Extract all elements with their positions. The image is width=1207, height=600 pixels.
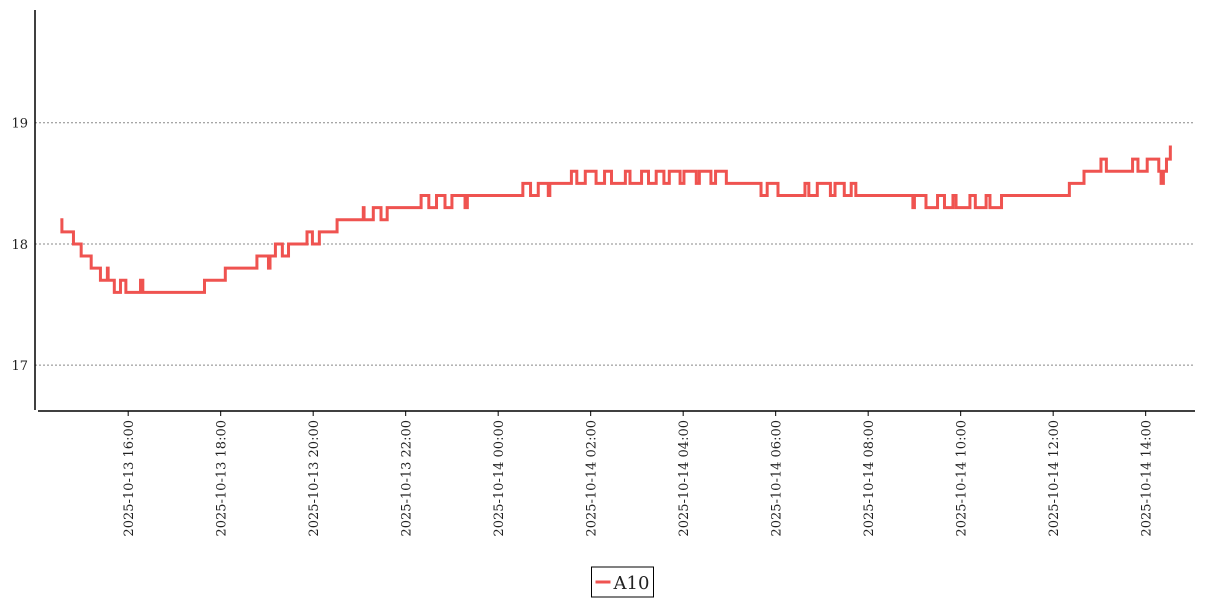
x-tick-label: 2025-10-14 08:00 — [862, 420, 877, 537]
x-tick-label: 2025-10-14 12:00 — [1047, 420, 1062, 537]
x-tick-label: 2025-10-14 04:00 — [677, 420, 692, 537]
x-tick-label: 2025-10-14 10:00 — [955, 420, 970, 537]
x-tick-label: 2025-10-14 14:00 — [1140, 420, 1155, 537]
x-tick-label: 2025-10-14 00:00 — [492, 420, 507, 537]
legend: A10 — [591, 566, 654, 598]
y-tick-label: 18 — [11, 238, 28, 253]
data-line — [60, 145, 1172, 294]
y-tick-label: 17 — [11, 359, 28, 374]
x-tick-label: 2025-10-14 06:00 — [770, 420, 785, 537]
y-tick-label: 19 — [11, 117, 28, 132]
x-tick-label: 2025-10-13 22:00 — [400, 420, 415, 537]
legend-label: A10 — [613, 573, 650, 594]
x-tick-label: 2025-10-14 02:00 — [585, 420, 600, 537]
x-tick-label: 2025-10-13 20:00 — [307, 420, 322, 537]
x-tick-label: 2025-10-13 16:00 — [122, 420, 137, 537]
x-tick-label: 2025-10-13 18:00 — [215, 420, 230, 537]
